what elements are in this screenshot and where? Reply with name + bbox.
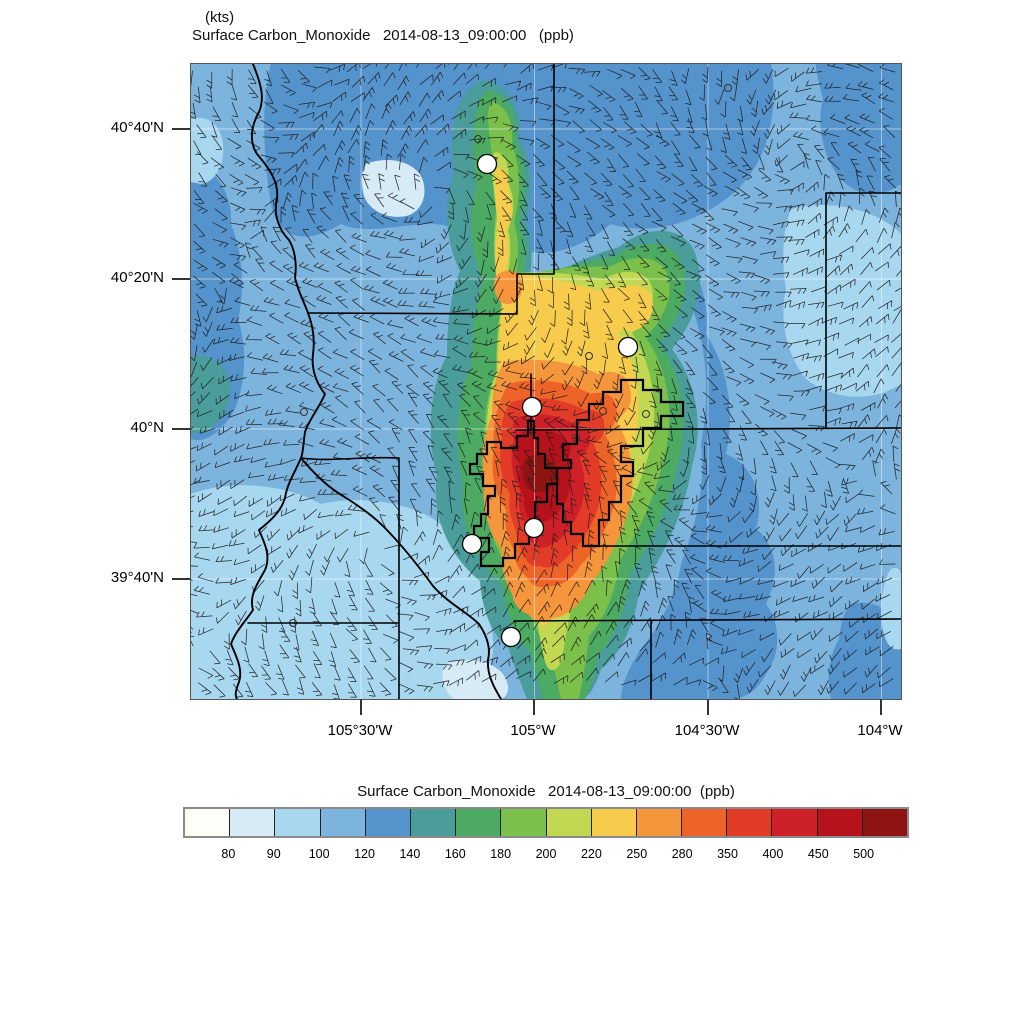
colorbar-cell [545,809,591,836]
colorbar-cell [771,809,817,836]
calm-wind-circle [599,407,607,415]
colorbar-labels: 80 90 100 120 140 160 180 200 220 250 280 350 400 450… [183,847,909,867]
colorbar-tick-label: 280 [671,847,693,861]
lon-tick [707,699,709,715]
colorbar-tick-label: 160 [444,847,466,861]
colorbar-cell [726,809,772,836]
colorbar-tick-label: 220 [580,847,602,861]
colorbar-cell [185,809,230,836]
field-blue-pale-upper-left [361,160,425,217]
colorbar-cell [681,809,727,836]
colorbar-cell [364,809,410,836]
contour-map [191,64,901,699]
county-line-divide-wiggly [230,64,326,699]
lat-tick-label: 40°N [130,419,164,436]
lat-tick [172,428,190,430]
colorbar-cell [274,809,320,836]
county-line-foothills-river [300,457,502,699]
colorbar-title: Surface Carbon_Monoxide 2014-08-13_09:00… [357,783,735,800]
station-marker [500,626,522,648]
calm-wind-circle [724,84,732,92]
colorbar-cell [861,809,907,836]
lon-tick [533,699,535,715]
calm-wind-circle [585,352,593,360]
colorbar-cell [229,809,275,836]
lon-tick-label: 104°30'W [674,722,740,739]
calm-wind-circle [642,410,650,418]
colorbar-tick-label: 250 [626,847,648,861]
colorbar-tick-label: 450 [807,847,829,861]
field-blue-light-right-upper [783,205,901,397]
colorbar-cell [455,809,501,836]
colorbar-tick-label: 200 [535,847,557,861]
colorbar-block: Surface Carbon_Monoxide 2014-08-13_09:00… [183,783,909,867]
station-marker [521,396,543,418]
colorbar-tick-label: 80 [221,847,236,861]
colorbar-tick-label: 180 [490,847,512,861]
colorbar-cell [590,809,636,836]
lat-tick [172,578,190,580]
lon-tick-label: 104°W [857,722,903,739]
colorbar-tick-label: 500 [853,847,875,861]
lat-tick-label: 39°40'N [110,569,164,586]
plot-title: Surface Carbon_Monoxide 2014-08-13_09:00… [192,27,574,44]
station-marker [461,533,483,555]
colorbar-cell [319,809,365,836]
lon-tick [360,699,362,715]
field-blue-light-bottom-left [191,485,494,699]
colorbar-tick-label: 140 [399,847,421,861]
wind-units-label: (kts) [205,9,235,26]
calm-wind-circle [300,408,308,416]
field-blue-medium-east-band [621,229,778,699]
field-teal-left-edge-patch [191,355,231,434]
colorbar-cell [816,809,862,836]
lon-tick-label: 105°W [510,722,556,739]
lat-tick-label: 40°20'N [110,269,164,286]
lon-tick [880,699,882,715]
colorbar-tick-label: 350 [717,847,738,861]
station-marker [523,517,545,539]
colorbar-tick-label: 120 [354,847,375,861]
calm-wind-circle [474,135,482,143]
boundary-aurora-city-limits [555,378,685,548]
county-line-jefferson-east [300,456,400,699]
county-line-morgan-corner [825,192,901,429]
lat-tick [172,128,190,130]
lat-tick-label: 40°40'N [110,119,164,136]
station-marker [476,153,498,175]
station-marker [617,336,639,358]
colorbar-tick-label: 100 [308,847,330,861]
map-panel [190,63,902,700]
lon-tick-label: 105°30'W [327,722,393,739]
county-line-elbert-north [513,618,901,699]
colorbar-tick-label: 400 [762,847,784,861]
lat-tick [172,278,190,280]
colorbar-cell [500,809,546,836]
county-line-weld-larimer-boulder [307,64,555,315]
field-blue-light-right-edge [881,567,901,650]
colorbar-cell [409,809,456,836]
colorbar [183,807,909,838]
field-blue-light-topleft [191,117,224,184]
colorbar-tick-label: 90 [266,847,281,861]
colorbar-cell [635,809,682,836]
